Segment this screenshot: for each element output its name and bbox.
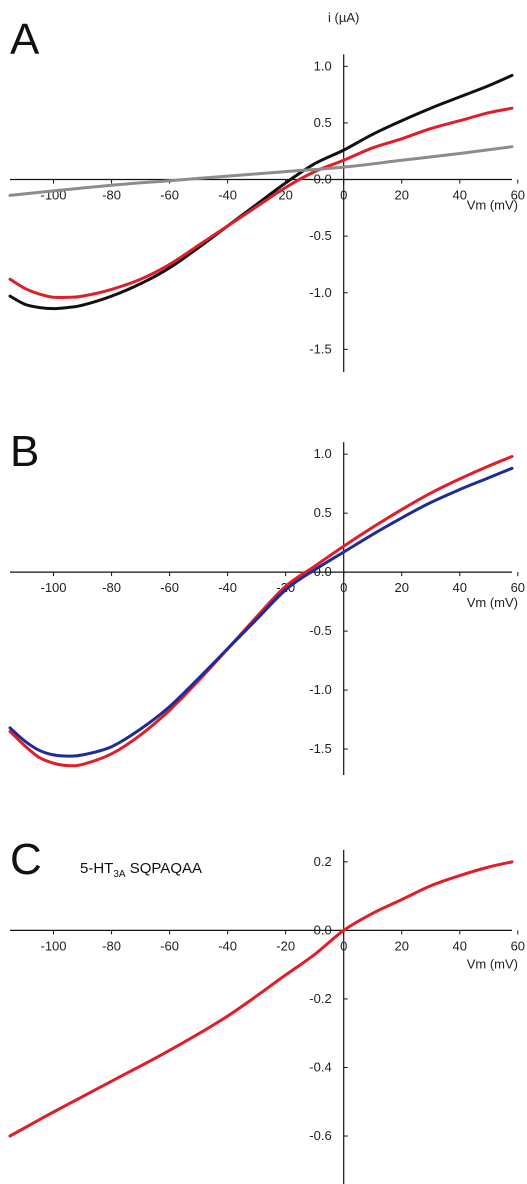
y-tick-label: -0.5	[309, 623, 331, 638]
x-tick-label: 0	[340, 938, 347, 953]
y-tick-label: -0.6	[309, 1128, 331, 1143]
y-tick-label: -1.0	[309, 682, 331, 697]
x-tick-label: -20	[276, 938, 295, 953]
y-tick-label: 0.0	[314, 922, 332, 937]
x-tick-label: -60	[160, 580, 179, 595]
y-tick-label: 1.0	[314, 446, 332, 461]
panel-letter-c: C	[10, 835, 42, 884]
x-axis-label: Vm (mV)	[467, 956, 518, 971]
x-tick-label: -60	[160, 938, 179, 953]
y-tick-label: 0.5	[314, 115, 332, 130]
x-tick-label: 0	[340, 188, 347, 203]
x-tick-label: -80	[102, 188, 121, 203]
y-tick-label: 0.5	[314, 505, 332, 520]
panel-letter-a: A	[10, 15, 40, 64]
panel-c-subtitle: 5-HT3A SQPAQAA	[80, 860, 202, 880]
panel-a: A -100 -80 -60 -40 20 0 20 40 60 1.0 0.5 0.0 -0.5 -1.…	[0, 0, 527, 400]
x-tick-label: -60	[160, 188, 179, 203]
y-tick-label: 1.0	[314, 58, 332, 73]
x-tick-label: -40	[218, 938, 237, 953]
x-tick-label: -80	[102, 580, 121, 595]
chart-b: -100 -80 -60 -40 -20 0 20 40 601.00.50.0-0.5-1.0…	[8, 442, 525, 775]
panel-letter-b: B	[10, 427, 40, 476]
x-tick-label: -40	[218, 188, 237, 203]
x-tick-label: 40	[453, 938, 467, 953]
y-tick-label: -1.0	[309, 285, 331, 300]
y-axis-label: i (µA)	[328, 10, 359, 25]
x-tick-label: 20	[394, 938, 408, 953]
y-tick-label: -1.5	[309, 341, 331, 356]
x-axis-label: Vm (mV)	[467, 595, 518, 610]
series-line-3	[8, 145, 514, 197]
x-tick-label: -80	[102, 938, 121, 953]
x-tick-label: 60	[511, 938, 525, 953]
subtitle-sub: 3A	[113, 869, 126, 880]
series-line-1	[8, 860, 514, 1138]
y-tick-label: -0.4	[309, 1059, 331, 1074]
x-tick-label: 20	[394, 188, 408, 203]
y-tick-label: 0.0	[314, 172, 332, 187]
x-tick-label: 40	[453, 580, 467, 595]
series-line-2	[8, 466, 514, 758]
subtitle-rest: SQPAQAA	[125, 860, 202, 877]
x-tick-label: 0	[340, 580, 347, 595]
x-tick-label: -100	[41, 580, 67, 595]
series-line-1	[8, 73, 514, 311]
x-tick-label: 60	[511, 580, 525, 595]
x-tick-label: 40	[453, 188, 467, 203]
panel-c: C 5-HT3A SQPAQAA -100 -80 -60 -40 -20 0 20 40 60…	[0, 800, 527, 1184]
panel-b: B -100 -80 -60 -40 -20 0 20 40 60 1.0 0.5 0.0 -0.5 -1…	[0, 400, 527, 800]
x-tick-label: 60	[511, 188, 525, 203]
y-tick-label: 0.2	[314, 854, 332, 869]
x-axis-label: Vm (mV)	[467, 198, 518, 213]
chart-c: -100 -80 -60 -40 -20 0 20 40 60 0.2 0.0 -0.2 -0.4 -0.…	[8, 849, 525, 1184]
y-tick-label: -0.2	[309, 991, 331, 1006]
y-tick-label: -0.5	[309, 228, 331, 243]
subtitle-main: 5-HT	[80, 860, 114, 877]
x-tick-label: 20	[394, 580, 408, 595]
series-line-2	[8, 106, 514, 300]
series-line-1	[8, 455, 514, 768]
x-tick-label: -100	[41, 938, 67, 953]
chart-a: -100 -80 -60 -40 20 0 20 40 601.00.50.0-0.5-1.0-…	[8, 10, 525, 372]
y-tick-label: -1.5	[309, 741, 331, 756]
x-tick-label: -40	[218, 580, 237, 595]
